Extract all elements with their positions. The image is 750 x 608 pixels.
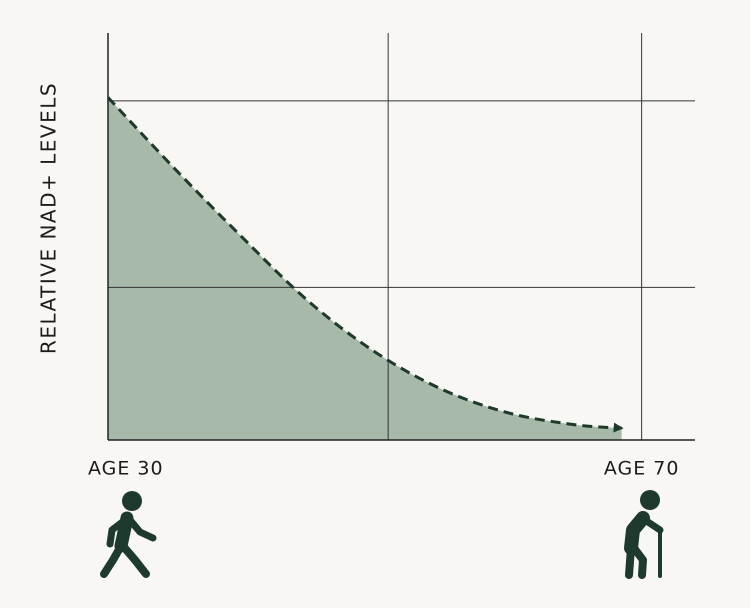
plot-area xyxy=(106,33,695,441)
area xyxy=(108,97,622,441)
x-tick-label: AGE 30 xyxy=(88,458,164,480)
line xyxy=(106,96,624,433)
y-axis-label: RELATIVE NAD+ LEVELS xyxy=(37,82,61,354)
old-person-icon xyxy=(624,490,664,579)
young-person-icon xyxy=(100,491,157,578)
x-tick-label: AGE 70 xyxy=(604,458,680,480)
